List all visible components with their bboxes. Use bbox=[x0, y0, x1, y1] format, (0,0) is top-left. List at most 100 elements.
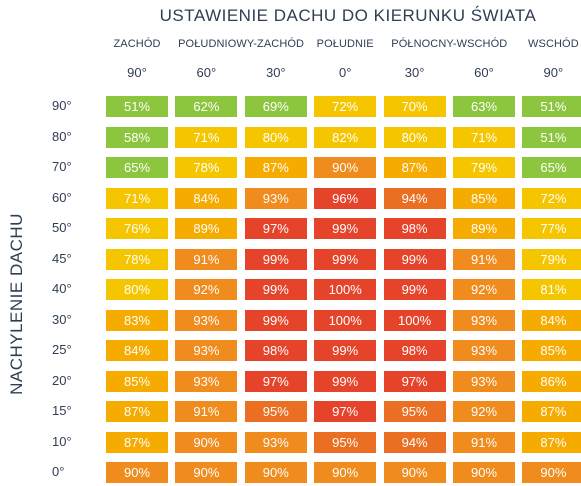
heatmap-cell: 72% bbox=[314, 96, 377, 117]
heatmap-cell: 80% bbox=[106, 279, 168, 300]
heatmap-cell: 100% bbox=[383, 309, 446, 331]
heatmap-cell: 71% bbox=[175, 126, 238, 148]
heatmap-cell: 98% bbox=[383, 340, 446, 361]
heatmap-cell: 99% bbox=[314, 340, 377, 361]
heatmap-cell: 91% bbox=[453, 431, 515, 453]
azimuth-tick-label: 30° bbox=[265, 65, 286, 80]
heatmap-cell: 71% bbox=[106, 187, 168, 209]
heatmap-cell: 63% bbox=[453, 96, 515, 117]
heatmap-cell: 90% bbox=[175, 462, 238, 483]
tilt-tick-label: 15° bbox=[52, 403, 72, 418]
heatmap-cell: 99% bbox=[244, 248, 307, 270]
heatmap-cell: 71% bbox=[453, 126, 515, 148]
direction-label: POŁUDNIE bbox=[316, 38, 374, 50]
heatmap-cell: 98% bbox=[383, 218, 446, 239]
heatmap-cell: 90% bbox=[106, 462, 168, 483]
heatmap-cell: 97% bbox=[244, 218, 307, 239]
heatmap-cell: 93% bbox=[453, 309, 515, 331]
heatmap-cell: 99% bbox=[314, 248, 377, 270]
heatmap-cell: 93% bbox=[175, 340, 238, 361]
heatmap-cell: 100% bbox=[314, 279, 377, 300]
direction-label: PÓŁNOCNY-WSCHÓD bbox=[391, 38, 508, 50]
heatmap-cell: 62% bbox=[175, 96, 238, 117]
heatmap-cell: 87% bbox=[522, 431, 581, 453]
heatmap-cell: 98% bbox=[244, 340, 307, 361]
heatmap-cell: 65% bbox=[106, 157, 168, 178]
heatmap-cell: 97% bbox=[314, 401, 377, 422]
heatmap-cell: 81% bbox=[522, 279, 581, 300]
heatmap-cell: 85% bbox=[106, 370, 168, 392]
azimuth-tick-label: 90° bbox=[127, 65, 147, 80]
heatmap-cell: 91% bbox=[453, 248, 515, 270]
heatmap-cell: 51% bbox=[522, 126, 581, 148]
heatmap-cell: 90% bbox=[453, 462, 515, 483]
tilt-tick-label: 30° bbox=[52, 311, 72, 327]
heatmap-cell: 100% bbox=[314, 309, 377, 331]
heatmap-cell: 95% bbox=[383, 401, 446, 422]
heatmap-cell: 65% bbox=[522, 157, 581, 178]
heatmap-cell: 92% bbox=[453, 279, 515, 300]
heatmap-cell: 85% bbox=[522, 340, 581, 361]
heatmap-cell: 93% bbox=[244, 431, 307, 453]
heatmap-cell: 84% bbox=[522, 309, 581, 331]
tilt-tick-label: 20° bbox=[52, 372, 72, 388]
heatmap-cell: 79% bbox=[453, 157, 515, 178]
tilt-tick-label: 45° bbox=[52, 250, 72, 266]
heatmap-cell: 99% bbox=[383, 279, 446, 300]
tilt-tick-label: 90° bbox=[52, 98, 72, 113]
azimuth-tick-label: 30° bbox=[404, 65, 425, 80]
heatmap-cell: 89% bbox=[453, 218, 515, 239]
heatmap-cell: 91% bbox=[175, 401, 238, 422]
heatmap-cell: 87% bbox=[244, 157, 307, 178]
heatmap-cell: 96% bbox=[314, 187, 377, 209]
heatmap-cell: 95% bbox=[314, 431, 377, 453]
heatmap-cell: 51% bbox=[106, 96, 168, 117]
heatmap-cell: 79% bbox=[522, 248, 581, 270]
heatmap-cell: 87% bbox=[522, 401, 581, 422]
direction-label: ZACHÓD bbox=[113, 38, 161, 50]
azimuth-tick-label: 0° bbox=[338, 65, 352, 80]
heatmap-cell: 58% bbox=[106, 126, 168, 148]
tilt-tick-label: 0° bbox=[52, 464, 65, 479]
heatmap-cell: 80% bbox=[383, 126, 446, 148]
heatmap-cell: 99% bbox=[244, 279, 307, 300]
tilt-tick-label: 60° bbox=[52, 189, 72, 205]
heatmap-cell: 94% bbox=[383, 431, 446, 453]
heatmap-cell: 87% bbox=[383, 157, 446, 178]
chart-title: USTAWIENIE DACHU DO KIERUNKU ŚWIATA bbox=[159, 6, 537, 25]
heatmap-cell: 89% bbox=[175, 218, 238, 239]
heatmap-cell: 97% bbox=[383, 370, 446, 392]
heatmap-cell: 76% bbox=[106, 218, 168, 239]
tilt-tick-label: 10° bbox=[52, 433, 72, 449]
heatmap-cell: 99% bbox=[314, 218, 377, 239]
heatmap-cell: 90% bbox=[244, 462, 307, 483]
heatmap-cell: 85% bbox=[453, 187, 515, 209]
heatmap-cell: 78% bbox=[106, 248, 168, 270]
y-axis-label-text: NACHYLENIE DACHU bbox=[7, 213, 26, 395]
azimuth-tick-label: 60° bbox=[474, 65, 494, 80]
heatmap-cell: 84% bbox=[106, 340, 168, 361]
heatmap-cell: 70% bbox=[383, 96, 446, 117]
azimuth-tick-label: 60° bbox=[196, 65, 217, 80]
tilt-tick-label: 40° bbox=[52, 281, 72, 296]
heatmap-cell: 93% bbox=[453, 340, 515, 361]
heatmap-cell: 82% bbox=[314, 126, 377, 148]
azimuth-tick-label: 90° bbox=[543, 65, 564, 80]
heatmap-cell: 97% bbox=[244, 370, 307, 392]
heatmap-cell: 91% bbox=[175, 248, 238, 270]
heatmap-cell: 93% bbox=[175, 309, 238, 331]
heatmap-cell: 99% bbox=[314, 370, 377, 392]
heatmap-cell: 87% bbox=[106, 431, 168, 453]
heatmap-cell: 90% bbox=[314, 462, 377, 483]
heatmap-cell: 94% bbox=[383, 187, 446, 209]
tilt-tick-label: 80° bbox=[52, 128, 72, 144]
heatmap-cell: 90% bbox=[175, 431, 238, 453]
heatmap-cell: 99% bbox=[383, 248, 446, 270]
heatmap-cell: 86% bbox=[522, 370, 581, 392]
heatmap-cell: 99% bbox=[244, 309, 307, 331]
heatmap-cell: 93% bbox=[175, 370, 238, 392]
heatmap-cell: 90% bbox=[522, 462, 581, 483]
tilt-tick-label: 50° bbox=[52, 220, 72, 235]
tilt-tick-label: 25° bbox=[52, 342, 72, 357]
heatmap-cell: 83% bbox=[106, 309, 168, 331]
